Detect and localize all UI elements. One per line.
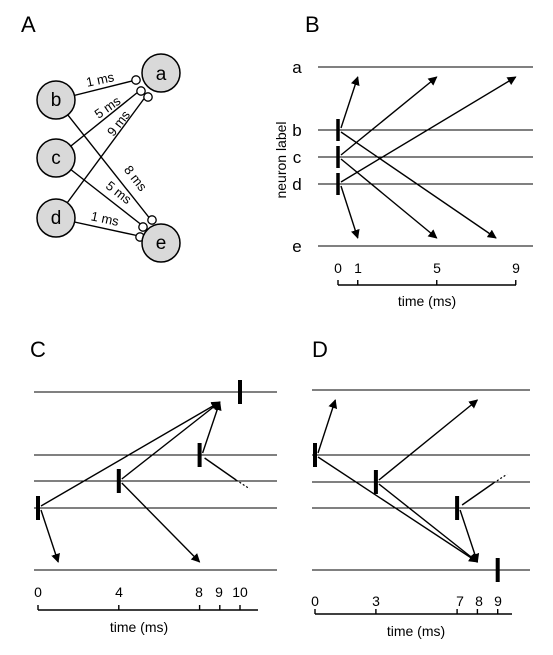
x-tick-label: 8	[195, 584, 203, 600]
raster-b-time-axis	[337, 280, 517, 286]
arrow-continuation	[204, 457, 237, 481]
arrow-continuation-dashed	[235, 479, 250, 490]
arrow-c-to-e	[121, 482, 201, 563]
raster-c-arrows	[40, 401, 250, 563]
raster-c-time-axis	[37, 605, 258, 611]
x-axis-title: time (ms)	[387, 623, 445, 639]
row-label-b: b	[292, 121, 301, 140]
arrow-d-to-a	[340, 76, 517, 183]
raster-d-row-lines	[312, 389, 530, 571]
arrow-b-to-a	[340, 76, 360, 129]
arrow-b-to-e	[317, 456, 479, 563]
row-label-a: a	[292, 58, 302, 77]
x-tick-label: 9	[512, 260, 520, 276]
raster-panel-d: 0 3 7 8 9 time (ms)	[311, 389, 530, 639]
arrow-c-to-e	[378, 483, 479, 563]
neuron-node-a	[141, 53, 181, 93]
node-label-a: a	[156, 64, 167, 85]
x-tick-label: 0	[311, 593, 319, 609]
raster-d-spikes	[313, 443, 500, 582]
arrow-b-to-a	[317, 399, 338, 454]
x-tick-label: 9	[494, 593, 502, 609]
raster-c-spikes	[36, 380, 242, 520]
delay-label-b-a: 1 ms	[85, 69, 116, 90]
synapse-terminal	[131, 75, 141, 85]
node-label-c: c	[51, 148, 61, 169]
raster-b-row-lines	[318, 66, 533, 247]
raster-d-arrows	[317, 399, 508, 563]
raster-panel-c: 0 4 8 9 10 time (ms)	[34, 380, 277, 635]
arrow-d-to-a	[40, 401, 221, 507]
raster-panel-b: neuron label a b c d e 0 1 5 9 time (ms)	[273, 58, 533, 309]
raster-b-arrows	[340, 76, 517, 239]
node-label-b: b	[51, 90, 62, 111]
node-label-e: e	[156, 233, 167, 254]
arrow-continuation	[461, 482, 495, 506]
arrow-c-to-a	[378, 399, 479, 481]
synapse-terminal	[147, 215, 157, 225]
node-label-d: d	[51, 208, 62, 229]
network-diagram: a b c d e 1 ms 5 ms 9 ms 8 ms 5 ms 1 ms	[36, 53, 181, 263]
synapse-terminal	[136, 86, 146, 96]
x-tick-label: 0	[334, 260, 342, 276]
arrow-d-to-e	[459, 509, 480, 563]
panel-label-a: A	[21, 12, 36, 37]
synapse-terminal	[143, 92, 153, 102]
neuron-node-e	[141, 223, 181, 263]
neuron-node-b	[36, 80, 76, 120]
arrow-c-to-a	[340, 76, 438, 156]
synapse-terminal	[138, 222, 148, 232]
x-tick-label: 1	[354, 260, 362, 276]
arrow-c-to-a	[121, 401, 221, 480]
x-tick-label: 8	[475, 593, 483, 609]
neuron-node-c	[36, 138, 76, 178]
x-tick-label: 3	[372, 593, 380, 609]
y-axis-title: neuron label	[273, 121, 289, 198]
x-tick-label: 5	[433, 260, 441, 276]
arrow-b-to-e	[340, 131, 497, 239]
row-label-e: e	[292, 237, 301, 256]
connection-b-e	[55, 99, 152, 221]
neuron-node-d	[36, 198, 76, 238]
x-axis-title: time (ms)	[398, 293, 456, 309]
raster-d-time-axis	[314, 609, 512, 615]
panel-label-d: D	[312, 337, 328, 362]
arrow-b-to-a	[201, 401, 222, 454]
row-label-d: d	[292, 175, 301, 194]
row-label-c: c	[293, 148, 302, 167]
x-tick-label: 10	[232, 584, 248, 600]
x-tick-label: 0	[34, 584, 42, 600]
arrow-c-to-e	[340, 158, 438, 239]
x-tick-label: 7	[456, 593, 464, 609]
panel-label-b: B	[305, 12, 320, 37]
raster-c-row-lines	[34, 391, 277, 571]
arrow-d-to-e	[40, 509, 60, 563]
panel-label-c: C	[30, 337, 46, 362]
x-tick-label: 4	[115, 584, 123, 600]
x-axis-title: time (ms)	[110, 619, 168, 635]
delay-label-d-e: 1 ms	[90, 208, 121, 229]
arrow-continuation-dashed	[493, 473, 508, 484]
arrow-d-to-e	[340, 185, 360, 239]
x-tick-label: 9	[215, 584, 223, 600]
